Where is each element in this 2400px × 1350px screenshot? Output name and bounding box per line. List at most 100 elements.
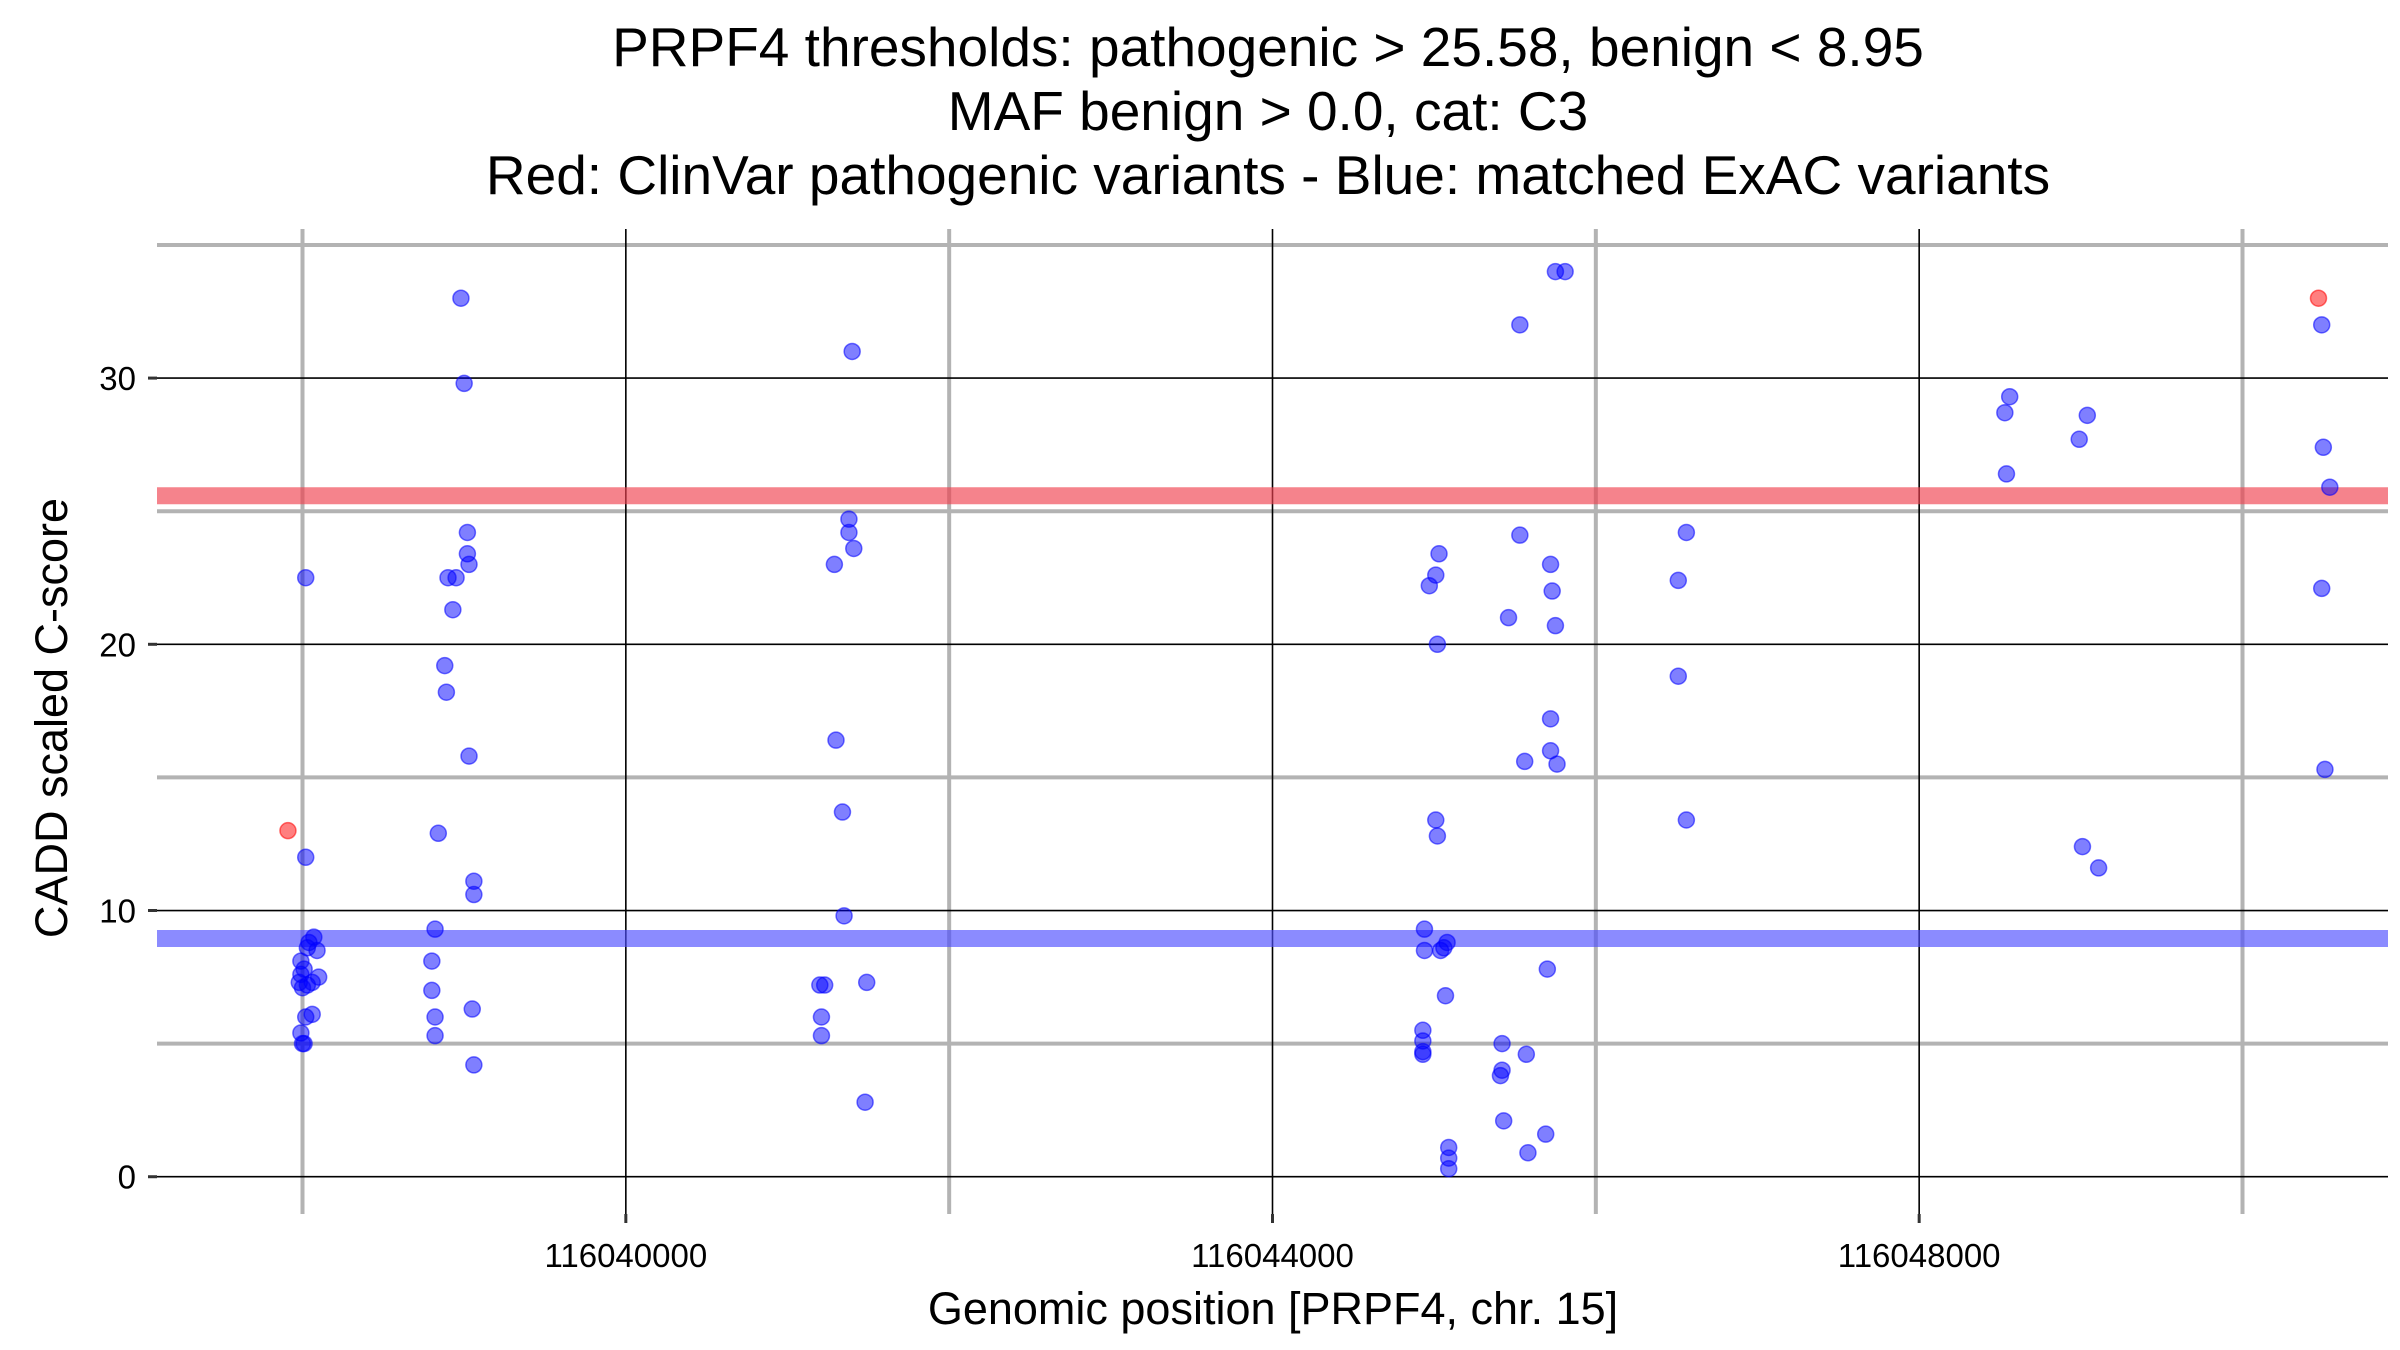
y-tick-label: 0	[118, 1159, 136, 1196]
exac-point	[1499, 608, 1518, 627]
exac-point	[1515, 752, 1534, 771]
exac-point	[1536, 1125, 1555, 1143]
exac-point	[1414, 1045, 1432, 1064]
exac-point	[293, 1034, 312, 1053]
exac-point	[1519, 1144, 1537, 1162]
exac-point	[1669, 571, 1688, 590]
exac-point	[1494, 1112, 1513, 1130]
title-line-2: MAF benign > 0.0, cat: C3	[948, 80, 1588, 142]
title-line-1: PRPF4 thresholds: pathogenic > 25.58, be…	[612, 16, 1924, 78]
exac-point	[429, 824, 448, 843]
exac-point	[423, 952, 441, 970]
exac-point	[1997, 465, 2016, 483]
exac-point	[426, 1008, 444, 1026]
x-axis-title: Genomic position [PRPF4, chr. 15]	[928, 1283, 1618, 1334]
exac-point	[1491, 1066, 1510, 1085]
clinvar-point	[2309, 289, 2328, 307]
exac-point	[1427, 811, 1445, 829]
exac-point	[423, 981, 441, 1000]
y-tick-label: 30	[99, 360, 136, 397]
x-tick-label: 116044000	[1191, 1237, 1354, 1274]
exac-point	[2070, 430, 2088, 449]
exac-point	[2073, 837, 2092, 856]
exac-point	[1493, 1034, 1511, 1053]
exac-point	[439, 568, 457, 587]
exac-point	[1430, 545, 1448, 563]
exac-point	[2312, 316, 2331, 334]
exac-point	[1511, 316, 1529, 334]
exac-point	[845, 539, 863, 558]
exac-point	[825, 555, 844, 574]
exac-point	[835, 907, 853, 925]
exac-point	[856, 1093, 874, 1111]
exac-point	[1541, 710, 1560, 728]
y-axis-title: CADD scaled C-score	[26, 498, 77, 938]
exac-point	[437, 683, 456, 701]
title-line-3: Red: ClinVar pathogenic variants - Blue:…	[486, 144, 2050, 206]
exac-point	[308, 941, 326, 960]
x-tick-label: 116048000	[1838, 1237, 2001, 1274]
exac-point	[812, 1026, 831, 1045]
y-tick-label: 10	[99, 893, 136, 930]
exac-point	[298, 976, 317, 994]
exac-point	[436, 656, 454, 675]
exac-point	[1415, 941, 1434, 960]
exac-point	[1546, 616, 1565, 635]
exac-point	[460, 555, 478, 574]
exac-point	[1996, 403, 2014, 422]
exac-point	[460, 747, 478, 765]
exac-point	[1677, 523, 1696, 542]
exac-point	[2316, 760, 2334, 779]
exac-point	[1428, 827, 1447, 845]
exac-point	[1677, 811, 1696, 829]
exac-point	[1436, 986, 1455, 1005]
exac-point	[1439, 1159, 1458, 1178]
exac-point	[455, 374, 473, 393]
exac-point	[465, 1056, 483, 1074]
exac-point	[452, 289, 470, 307]
exac-point	[465, 885, 483, 904]
exac-point	[1511, 526, 1529, 544]
exac-point	[426, 1026, 444, 1045]
exac-point	[444, 600, 462, 619]
exac-point	[2314, 438, 2333, 457]
exac-point	[1548, 755, 1566, 773]
exac-point	[1541, 555, 1560, 574]
data-points	[279, 262, 2339, 1178]
major-gridlines	[157, 229, 2388, 1214]
x-axis: 116040000 116044000 116048000	[544, 1214, 2001, 1274]
chart-title: PRPF4 thresholds: pathogenic > 25.58, be…	[486, 16, 2050, 206]
exac-point	[2078, 406, 2097, 425]
exac-point	[857, 973, 876, 992]
exac-point	[843, 342, 861, 361]
x-tick-label: 116040000	[544, 1237, 707, 1274]
exac-point	[296, 848, 315, 867]
exac-point	[1538, 960, 1557, 978]
exac-point	[1428, 635, 1447, 654]
exac-point	[2089, 859, 2108, 877]
exac-point	[1431, 941, 1450, 960]
exac-point	[303, 1005, 321, 1024]
threshold-lines	[157, 487, 2388, 947]
y-tick-label: 20	[99, 626, 136, 663]
exac-point	[811, 976, 829, 994]
exac-point	[2321, 478, 2339, 496]
exac-point	[1415, 920, 1434, 938]
exac-point	[463, 1000, 481, 1018]
exac-point	[840, 523, 858, 542]
exac-point	[1517, 1045, 1536, 1064]
y-axis: 0 10 20 30	[99, 360, 157, 1196]
exac-point	[812, 1008, 831, 1026]
exac-point	[1543, 582, 1561, 600]
exac-point	[458, 523, 477, 542]
clinvar-point	[279, 821, 297, 840]
exac-point	[1556, 262, 1574, 281]
exac-point	[426, 920, 444, 938]
exac-point	[296, 568, 315, 587]
exac-point	[2312, 579, 2331, 598]
exac-point	[2000, 387, 2019, 406]
exac-point	[833, 803, 852, 821]
exac-point	[827, 731, 845, 749]
exac-point	[1420, 576, 1439, 595]
